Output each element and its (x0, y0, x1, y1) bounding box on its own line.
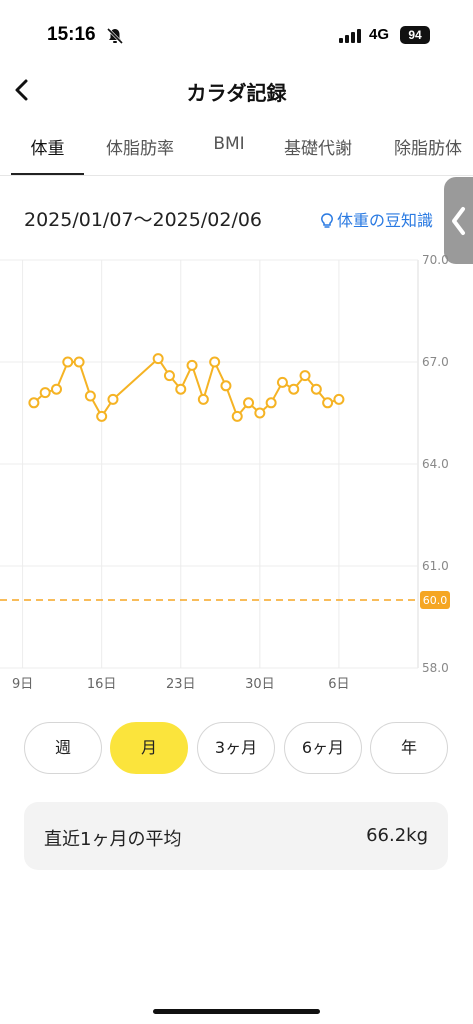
back-button[interactable] (8, 74, 40, 106)
weight-point (276, 376, 288, 388)
period-month-button[interactable]: 月 (110, 722, 188, 774)
weight-point (84, 390, 96, 402)
average-card: 直近1ヶ月の平均 66.2kg (24, 802, 448, 870)
weight-point (39, 387, 51, 399)
weight-point (175, 383, 187, 395)
chevron-left-icon (452, 207, 465, 235)
period-3month-button[interactable]: 3ヶ月 (197, 722, 275, 774)
date-range: 2025/01/07〜2025/02/06 (24, 209, 263, 231)
weight-tips-link[interactable]: 体重の豆知識 (320, 207, 444, 231)
weight-point (163, 370, 175, 382)
weight-point (96, 410, 108, 422)
page-title: カラダ記録 (186, 81, 287, 105)
period-week-button[interactable]: 週 (24, 722, 102, 774)
weight-point (231, 410, 243, 422)
x-tick-label: 9日 (12, 677, 33, 692)
y-tick-label: 58.0 (422, 661, 449, 675)
weight-point (299, 370, 311, 382)
target-badge (420, 591, 450, 609)
average-label: 直近1ヶ月の平均 (44, 829, 182, 850)
weight-chart: 70.0 67.0 64.0 61.0 58.0 9日 16日 23日 30日 6日 60.0 (0, 253, 450, 692)
weight-point (310, 383, 322, 395)
tab-weight[interactable]: 体重 (30, 139, 65, 159)
weight-point (288, 383, 300, 395)
weight-point (50, 383, 62, 395)
weight-point (209, 356, 221, 368)
tab-body-fat[interactable]: 体脂肪率 (106, 139, 174, 159)
tab-lean-mass[interactable]: 除脂肪体 (394, 139, 462, 159)
period-year-button[interactable]: 年 (370, 722, 448, 774)
weight-tips-label: 体重の豆知識 (337, 211, 434, 230)
side-panel-handle[interactable] (444, 177, 473, 264)
weight-point (254, 407, 266, 419)
y-tick-label: 64.0 (422, 457, 449, 471)
home-indicator (153, 1009, 320, 1014)
y-tick-label: 67.0 (422, 355, 449, 369)
x-tick-label: 16日 (87, 677, 117, 692)
period-selector: 週 月 3ヶ月 6ヶ月 年 (0, 722, 473, 776)
chevron-left-icon (15, 79, 28, 101)
y-tick-label: 70.0 (422, 253, 449, 267)
weight-point (73, 356, 85, 368)
battery-badge: 94 (400, 26, 430, 44)
target-label: 60.0 (423, 594, 448, 607)
network-label: 4G (369, 26, 390, 43)
weight-point (322, 397, 334, 409)
x-tick-label: 23日 (166, 677, 196, 692)
weight-point (152, 353, 164, 365)
x-tick-label: 30日 (245, 677, 275, 692)
period-6month-button[interactable]: 6ヶ月 (284, 722, 362, 774)
weight-point (107, 393, 119, 405)
y-tick-label: 61.0 (422, 559, 449, 573)
status-time: 15:16 (47, 24, 96, 45)
tab-underline (11, 173, 84, 175)
status-bar: 15:16 4G 94 (0, 0, 473, 70)
nav-bar: カラダ記録 (0, 68, 473, 112)
weight-point (243, 397, 255, 409)
weight-point (62, 356, 74, 368)
tab-bmi[interactable]: BMI (213, 134, 245, 154)
signal-icon (339, 28, 363, 47)
weight-point (220, 380, 232, 392)
weight-point (28, 397, 40, 409)
metric-tabs: 体重 体脂肪率 BMI 基礎代謝 除脂肪体 (0, 128, 473, 176)
lightbulb-icon (321, 213, 333, 228)
tab-basal-metabolism[interactable]: 基礎代謝 (284, 139, 352, 159)
x-tick-label: 6日 (328, 677, 349, 692)
weight-point (333, 393, 345, 405)
weight-point (197, 393, 209, 405)
weight-point (265, 397, 277, 409)
bell-muted-icon (106, 27, 124, 49)
weight-point (186, 359, 198, 371)
average-value: 66.2kg (366, 825, 428, 846)
